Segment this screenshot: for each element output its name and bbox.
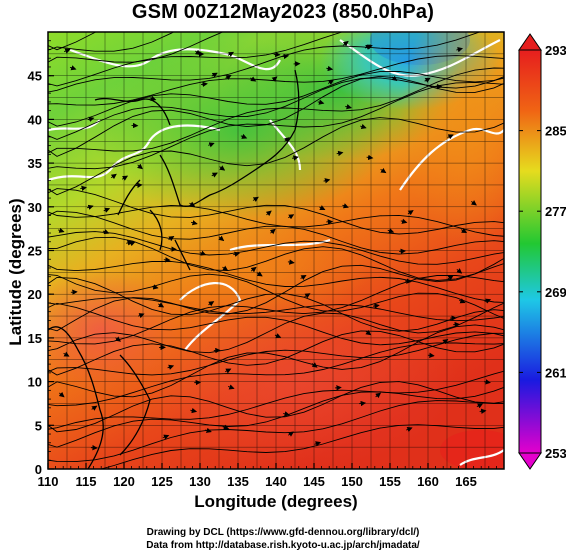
- x-tick-label: 140: [265, 474, 287, 489]
- colorbar-tick-label: 293: [545, 43, 566, 58]
- chart-title: GSM 00Z12May2023 (850.0hPa): [131, 1, 435, 23]
- x-tick-label: 115: [76, 474, 97, 489]
- colorbar-tick-label: 261: [545, 365, 566, 380]
- x-tick-label: 155: [379, 474, 401, 489]
- x-tick-label: 165: [455, 474, 477, 489]
- x-axis: 110 115 120 125 130 135 140 145 150 155 160 165: [38, 463, 505, 489]
- y-tick-label: 45: [28, 69, 42, 84]
- colorbar: 253 261 269 277 285 293: [518, 33, 566, 470]
- colorbar-tick-label: 277: [545, 204, 566, 219]
- x-axis-label: Longitude (degrees): [194, 492, 358, 511]
- x-tick-label: 135: [227, 474, 249, 489]
- y-tick-label: 5: [35, 418, 42, 433]
- temperature-field: [48, 32, 504, 469]
- x-tick-label: 110: [38, 474, 59, 489]
- credit-data: Data from http://database.rish.kyoto-u.a…: [146, 540, 420, 551]
- y-axis-label: Latitude (degrees): [6, 198, 25, 346]
- y-tick-label: 15: [28, 331, 42, 346]
- x-tick-label: 150: [341, 474, 363, 489]
- x-tick-label: 120: [113, 474, 135, 489]
- x-tick-label: 130: [189, 474, 211, 489]
- coastlines: [48, 69, 300, 469]
- grid: [48, 32, 504, 469]
- x-tick-label: 160: [417, 474, 439, 489]
- colorbar-top-arrow: [518, 33, 542, 51]
- y-tick-label: 35: [28, 156, 42, 171]
- colorbar-bottom-arrow: [518, 452, 542, 470]
- colorbar-tick-label: 253: [545, 446, 566, 461]
- y-tick-label: 20: [28, 287, 42, 302]
- streamlines: [48, 32, 504, 469]
- y-tick-label: 10: [28, 375, 42, 390]
- y-tick-label: 25: [28, 244, 42, 259]
- colorbar-scale: [518, 49, 542, 454]
- y-axis: 0 5 10 15 20 25 30 35 40 45: [28, 31, 54, 477]
- y-tick-label: 30: [28, 200, 42, 215]
- x-tick-label: 145: [303, 474, 325, 489]
- colorbar-tick-label: 285: [545, 124, 566, 139]
- credit-drawing: Drawing by DCL (https://www.gfd-dennou.o…: [146, 527, 420, 538]
- x-tick-label: 125: [151, 474, 173, 489]
- colorbar-tick-label: 269: [545, 285, 566, 300]
- y-tick-label: 40: [28, 112, 42, 127]
- y-tick-label: 0: [35, 462, 42, 477]
